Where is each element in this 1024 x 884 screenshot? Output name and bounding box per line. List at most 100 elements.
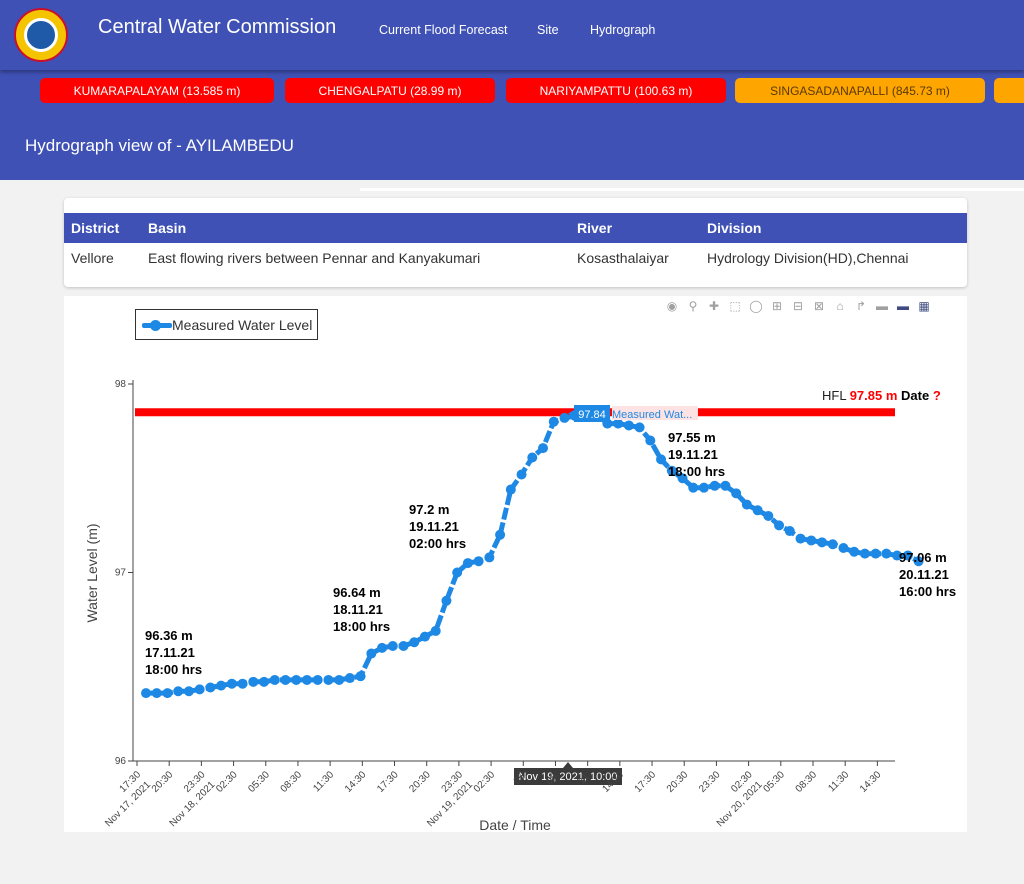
hover-value-box: [574, 405, 610, 422]
station-alert-ribbon: KUMARAPALAYAM (13.585 m) CHENGALPATU (28…: [0, 70, 1024, 110]
x-axis-title: Date / Time: [479, 817, 551, 833]
station-chip[interactable]: SINGASADANAPALLI (845.73 m): [735, 78, 985, 103]
data-point: [870, 548, 881, 559]
data-point: [452, 567, 463, 578]
cwc-logo[interactable]: [14, 8, 68, 62]
data-point: [666, 465, 677, 476]
data-point: [495, 529, 506, 540]
nav-site[interactable]: Site: [537, 23, 559, 37]
station-chip[interactable]: KUMARAPALAYAM (13.585 m): [40, 78, 274, 103]
chart-legend[interactable]: Measured Water Level: [135, 309, 318, 340]
data-point: [387, 641, 398, 652]
data-point: [280, 674, 291, 685]
data-point: [398, 641, 409, 652]
data-point: [892, 550, 903, 561]
y-tick-label: 98: [115, 379, 127, 390]
hover-closest-icon[interactable]: ▬: [876, 299, 888, 313]
hover-pointer: [568, 410, 574, 417]
data-point: [355, 671, 366, 682]
nav-hydrograph[interactable]: Hydrograph: [590, 23, 656, 37]
cell-basin: East flowing rivers between Pennar and K…: [148, 250, 481, 266]
data-point: [248, 676, 259, 687]
station-chip[interactable]: CHENGALPATU (28.99 m): [285, 78, 495, 103]
chart-modebar: ◉ ⚲ ✚ ⬚ ◯ ⊞ ⊟ ⊠ ⌂ ↱ ▬ ▬ ▦: [664, 298, 937, 318]
zoom-icon[interactable]: ⚲: [688, 299, 698, 313]
legend-label: Measured Water Level: [172, 317, 313, 333]
data-point: [784, 526, 795, 537]
annotation-text: 19.11.21: [668, 447, 718, 462]
data-point: [312, 674, 323, 685]
y-tick-label: 97: [115, 568, 127, 579]
page-title: Hydrograph view of - AYILAMBEDU: [25, 136, 294, 155]
data-point: [559, 412, 570, 423]
data-point: [902, 550, 913, 561]
data-point: [816, 537, 827, 548]
hydrograph-panel: [64, 296, 967, 832]
data-point: [752, 505, 763, 516]
autoscale-icon[interactable]: ⊠: [813, 299, 825, 313]
data-point: [763, 510, 774, 521]
data-point: [226, 678, 237, 689]
data-point: [505, 484, 516, 495]
x-tick-label: 11:30: [311, 769, 336, 794]
annotation-text: 18:00 hrs: [333, 619, 390, 634]
data-point: [173, 686, 184, 697]
station-chip[interactable]: NARIYAMPATTU (100.63 m): [506, 78, 726, 103]
annotation-text: 19.11.21: [409, 519, 459, 534]
camera-icon[interactable]: ◉: [666, 299, 678, 313]
home-icon[interactable]: ⌂: [836, 299, 844, 313]
data-point: [827, 539, 838, 550]
x-tick-label: 17:30: [633, 769, 659, 795]
x-tick-label: 05:30: [246, 769, 272, 795]
column-header-basin: Basin: [148, 220, 187, 236]
station-info-table: [64, 198, 967, 287]
x-tick-label: 08:30: [794, 769, 820, 795]
spike-lines-icon[interactable]: ↱: [855, 299, 867, 313]
data-point: [301, 674, 312, 685]
zoom-in-icon[interactable]: ⊞: [771, 299, 783, 313]
x-tick-label: 20:30: [665, 769, 691, 795]
data-point: [409, 637, 420, 648]
hover-compare-icon[interactable]: ▬: [897, 299, 909, 313]
data-point: [538, 443, 549, 454]
x-tick-label: 17:30: [375, 769, 401, 795]
pan-icon[interactable]: ✚: [708, 299, 720, 313]
x-tick-label: 23:30: [697, 769, 723, 795]
data-point: [838, 542, 849, 553]
data-point: [141, 688, 151, 699]
data-point: [183, 686, 194, 697]
plotly-logo-icon[interactable]: ▦: [918, 299, 930, 313]
column-header-river: River: [577, 220, 613, 236]
zoom-out-icon[interactable]: ⊟: [792, 299, 804, 313]
data-point: [741, 499, 752, 510]
annotation-text: 97.2 m: [409, 502, 449, 517]
lasso-icon[interactable]: ◯: [749, 299, 763, 313]
data-point: [527, 452, 538, 463]
annotation-text: 97.06 m: [899, 550, 947, 565]
data-point: [366, 648, 377, 659]
nav-current-flood-forecast[interactable]: Current Flood Forecast: [379, 23, 508, 37]
brand-title[interactable]: Central Water Commission: [98, 16, 337, 38]
cell-district: Vellore: [71, 250, 114, 266]
data-point: [291, 674, 302, 685]
data-point: [720, 480, 731, 491]
data-point: [698, 482, 709, 493]
annotation-text: 96.36 m: [145, 628, 193, 643]
data-point: [806, 535, 817, 546]
data-point: [849, 546, 860, 557]
annotation-text: 17.11.21: [145, 645, 195, 660]
data-point: [259, 676, 270, 687]
hover-series-name: Measured Wat...: [612, 409, 692, 421]
data-point: [795, 533, 806, 544]
hover-value: 97.84: [578, 409, 606, 421]
x-tick-label: 14:30: [343, 769, 369, 795]
station-chip[interactable]: [994, 78, 1024, 103]
x-tick-label: 05:30: [761, 769, 787, 795]
data-point: [688, 482, 699, 493]
x-tick-label: 02:30: [214, 769, 240, 795]
data-point: [430, 625, 441, 636]
data-point: [419, 631, 430, 642]
data-point: [613, 418, 624, 429]
box-select-icon[interactable]: ⬚: [729, 299, 741, 313]
